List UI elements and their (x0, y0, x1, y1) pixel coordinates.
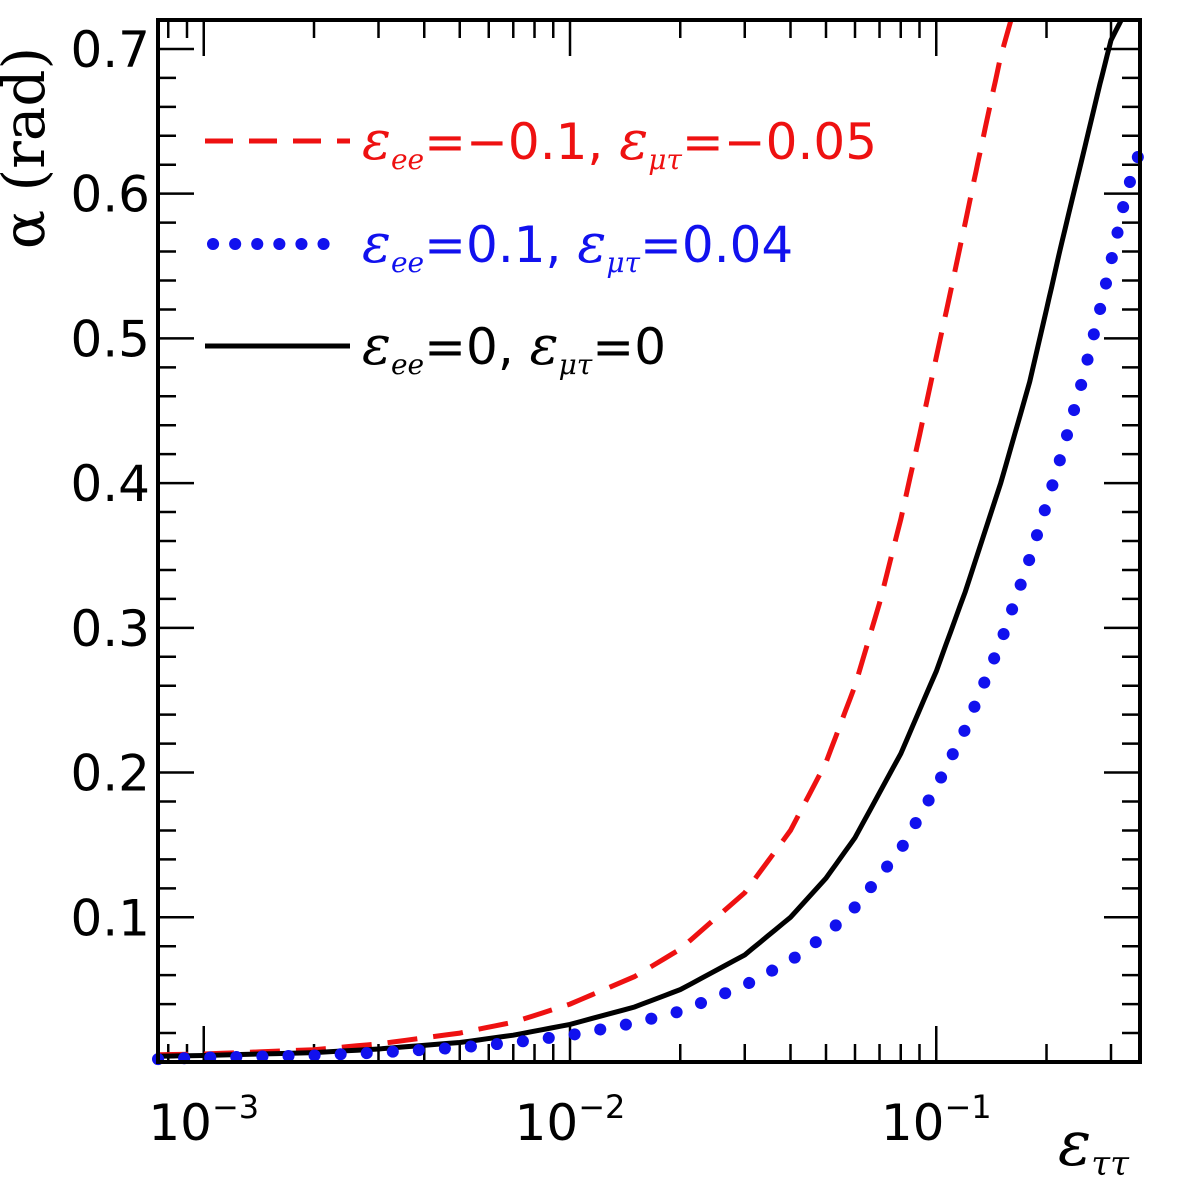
y-tick-labels: 0.1 0.2 0.3 0.4 0.5 0.6 0.7 (70, 21, 150, 947)
y-tick-label: 0.7 (70, 21, 150, 79)
x-tick-label: 10−2 (515, 1088, 626, 1152)
y-tick-label: 0.4 (70, 455, 150, 513)
x-tick-label-exp: −3 (212, 1088, 259, 1126)
y-tick-label: 0.6 (70, 166, 150, 224)
legend-label-blue: εee=0.1, εμτ=0.04 (362, 212, 793, 279)
y-tick-label: 0.1 (70, 889, 150, 947)
y-tick-label: 0.5 (70, 310, 150, 368)
legend: εee=−0.1, εμτ=−0.05 εee=0.1, εμτ=0.04 εee=… (205, 109, 877, 381)
x-tick-label: 10−1 (881, 1088, 992, 1152)
x-tick-labels: 10−3 10−2 10−1 (148, 1088, 991, 1152)
plot-frame (156, 18, 1142, 1064)
legend-label-black: εee=0, εμτ=0 (362, 314, 666, 381)
x-tick-label-base: 10 (881, 1094, 945, 1152)
y-tick-label: 0.3 (70, 600, 150, 658)
x-axis-label: εττ (1058, 1107, 1130, 1181)
x-tick-label-exp: −2 (578, 1088, 625, 1126)
legend-label-red: εee=−0.1, εμτ=−0.05 (362, 109, 877, 176)
plot-area (152, 18, 1146, 1066)
x-tick-label-base: 10 (148, 1094, 212, 1152)
axis-ticks (158, 18, 1140, 1064)
x-tick-label: 10−3 (148, 1088, 259, 1152)
x-tick-label-exp: −1 (944, 1088, 991, 1126)
series-blue-curve (152, 144, 1146, 1066)
x-tick-label-base: 10 (515, 1094, 579, 1152)
y-tick-label: 0.2 (70, 745, 150, 803)
series-red-curve (157, 19, 1014, 1058)
y-axis-label: α (rad) (0, 47, 58, 249)
